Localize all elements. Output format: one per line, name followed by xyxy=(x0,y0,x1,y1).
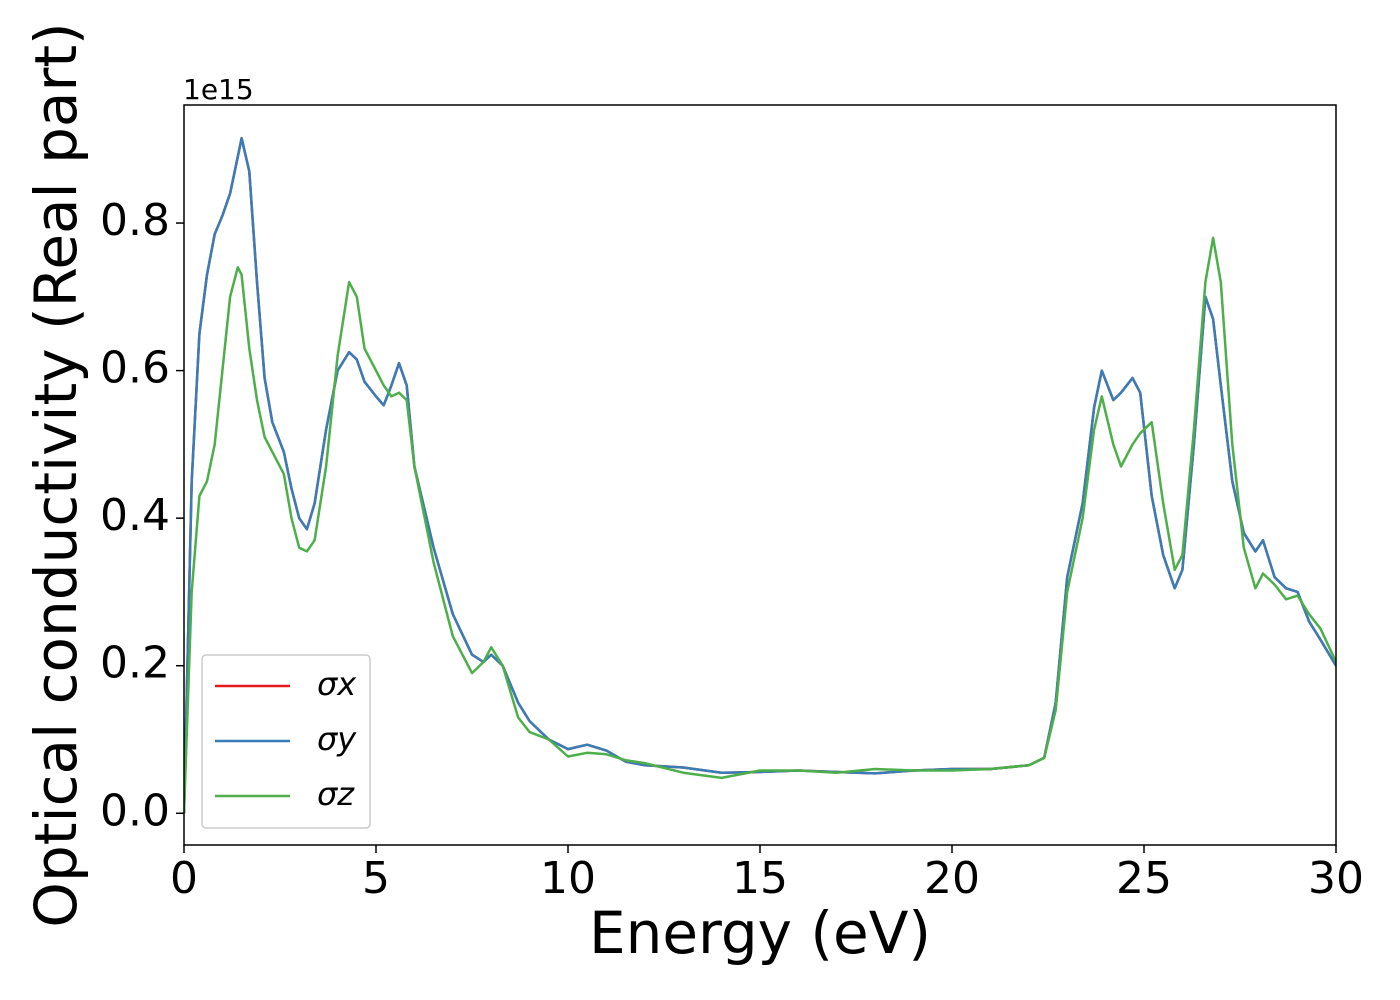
y-axis-label: Optical conductivity (Real part) xyxy=(22,22,90,927)
y-tick-label: 0.8 xyxy=(100,195,170,246)
offset-text: 1e15 xyxy=(183,73,254,106)
x-tick-label: 5 xyxy=(362,853,390,904)
series-line xyxy=(184,136,1336,814)
series-line xyxy=(184,236,1336,814)
x-tick-label: 25 xyxy=(1116,853,1172,904)
plot-frame xyxy=(183,104,1337,846)
x-tick-label: 20 xyxy=(924,853,980,904)
x-tick-label: 15 xyxy=(732,853,788,904)
x-tick-label: 0 xyxy=(170,853,198,904)
y-tick-label: 0.0 xyxy=(100,785,170,836)
y-tick-label: 0.2 xyxy=(100,638,170,689)
x-tick-label: 30 xyxy=(1308,853,1364,904)
legend-label: σx xyxy=(317,665,357,703)
y-tick-label: 0.6 xyxy=(100,343,170,394)
y-tick-label: 0.4 xyxy=(100,490,170,541)
x-tick-label: 10 xyxy=(540,853,596,904)
x-axis-label: Energy (eV) xyxy=(589,899,931,967)
legend-label: σz xyxy=(317,775,355,813)
legend-label: σy xyxy=(317,720,357,758)
